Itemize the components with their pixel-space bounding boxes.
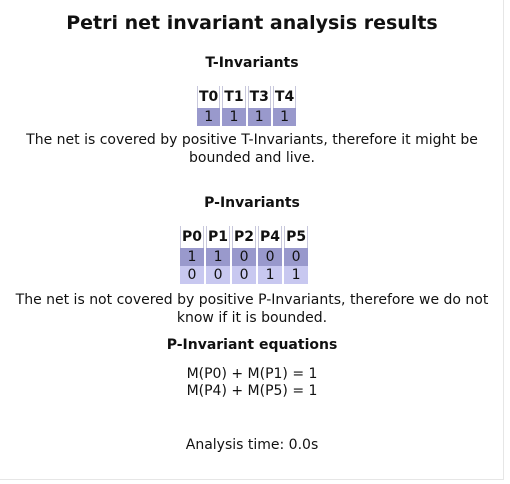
- column-header: T4: [272, 86, 297, 108]
- page-title: Petri net invariant analysis results: [66, 12, 438, 34]
- table-cell: 1: [247, 108, 271, 126]
- table-cell: 0: [284, 248, 309, 266]
- equations-heading: P-Invariant equations: [166, 337, 338, 353]
- table-cell: 1: [284, 266, 309, 284]
- table-cell: 0: [232, 248, 257, 266]
- column-header: P5: [284, 226, 309, 248]
- column-header: T3: [247, 86, 271, 108]
- table-cell: 1: [206, 248, 231, 266]
- column-header: P0: [180, 226, 205, 248]
- column-header: T1: [222, 86, 246, 108]
- equation-line: M(P4) + M(P5) = 1: [186, 383, 318, 399]
- p-invariants-message: The net is not covered by positive P-Inv…: [15, 292, 489, 326]
- table-cell: 0: [258, 248, 283, 266]
- table-cell: 1: [180, 248, 205, 266]
- column-header: P4: [258, 226, 283, 248]
- table-cell: 0: [180, 266, 205, 284]
- column-header: P2: [232, 226, 257, 248]
- table-cell: 1: [222, 108, 246, 126]
- table-cell: 0: [232, 266, 257, 284]
- column-header: P1: [206, 226, 231, 248]
- table-cell: 1: [258, 266, 283, 284]
- t-invariants-heading: T-Invariants: [205, 55, 299, 71]
- table-cell: 1: [272, 108, 297, 126]
- analysis-time: Analysis time: 0.0s: [185, 437, 319, 453]
- p-invariants-heading: P-Invariants: [204, 195, 300, 211]
- table-cell: 0: [206, 266, 231, 284]
- table-cell: 1: [197, 108, 221, 126]
- equation-line: M(P0) + M(P1) = 1: [186, 366, 318, 382]
- column-header: T0: [197, 86, 221, 108]
- t-invariants-message: The net is covered by positive T-Invaria…: [26, 132, 478, 166]
